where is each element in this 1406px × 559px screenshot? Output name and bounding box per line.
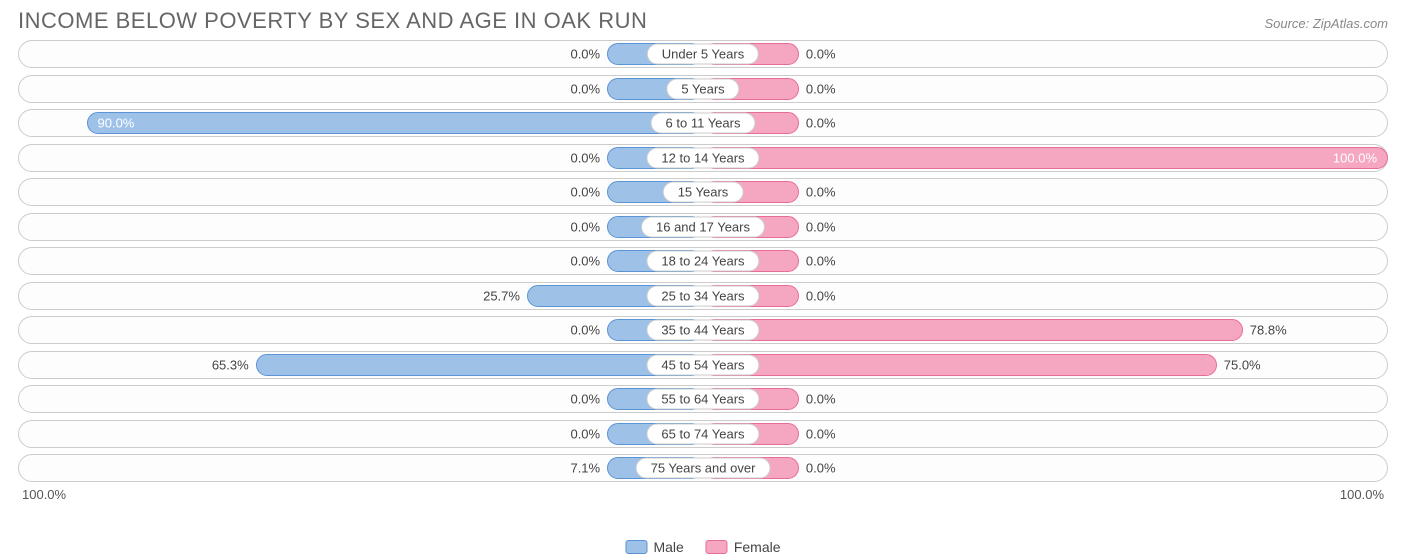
category-label: 35 to 44 Years <box>646 320 759 341</box>
chart-row: 65 to 74 Years 0.0% 0.0% <box>18 420 1388 448</box>
male-value-label: 0.0% <box>570 426 600 441</box>
female-value-label: 75.0% <box>1224 357 1261 372</box>
category-label: 75 Years and over <box>636 458 771 479</box>
category-label: 18 to 24 Years <box>646 251 759 272</box>
legend-female-label: Female <box>734 539 781 555</box>
male-value-label: 0.0% <box>570 219 600 234</box>
chart-row: 15 Years 0.0% 0.0% <box>18 178 1388 206</box>
female-bar <box>703 147 1388 169</box>
category-label: 12 to 14 Years <box>646 147 759 168</box>
male-value-label: 65.3% <box>212 357 249 372</box>
chart-row: 45 to 54 Years 65.3% 75.0% <box>18 351 1388 379</box>
female-value-label: 0.0% <box>806 392 836 407</box>
female-value-label: 78.8% <box>1250 323 1287 338</box>
chart-source: Source: ZipAtlas.com <box>1264 16 1388 31</box>
male-value-label: 0.0% <box>570 323 600 338</box>
male-value-label: 25.7% <box>483 288 520 303</box>
category-label: 45 to 54 Years <box>646 354 759 375</box>
category-label: 5 Years <box>666 78 739 99</box>
chart-row: 35 to 44 Years 0.0% 78.8% <box>18 316 1388 344</box>
male-bar <box>87 112 704 134</box>
legend-male-swatch <box>625 540 647 554</box>
legend-male: Male <box>625 539 683 555</box>
female-value-label: 0.0% <box>806 288 836 303</box>
female-value-label: 0.0% <box>806 461 836 476</box>
chart-row: 12 to 14 Years 0.0% 100.0% <box>18 144 1388 172</box>
axis-row: 100.0% 100.0% <box>0 487 1406 502</box>
chart-header: INCOME BELOW POVERTY BY SEX AND AGE IN O… <box>0 0 1406 38</box>
female-value-label: 0.0% <box>806 47 836 62</box>
legend-male-label: Male <box>653 539 683 555</box>
female-value-label: 0.0% <box>806 426 836 441</box>
chart-area: Under 5 Years0.0%0.0%5 Years0.0%0.0%6 to… <box>0 38 1406 482</box>
category-label: 16 and 17 Years <box>641 216 765 237</box>
female-value-label: 0.0% <box>806 219 836 234</box>
chart-title: INCOME BELOW POVERTY BY SEX AND AGE IN O… <box>18 8 647 34</box>
male-value-label: 0.0% <box>570 185 600 200</box>
female-bar <box>703 319 1243 341</box>
female-value-label: 0.0% <box>806 116 836 131</box>
legend-female-swatch <box>706 540 728 554</box>
chart-row: 6 to 11 Years 90.0% 0.0% <box>18 109 1388 137</box>
male-value-label: 0.0% <box>570 254 600 269</box>
female-value-label: 0.0% <box>806 185 836 200</box>
axis-left-label: 100.0% <box>22 487 66 502</box>
chart-row: 25 to 34 Years 25.7% 0.0% <box>18 282 1388 310</box>
legend-female: Female <box>706 539 781 555</box>
axis-right-label: 100.0% <box>1340 487 1384 502</box>
chart-row: 55 to 64 Years 0.0% 0.0% <box>18 385 1388 413</box>
chart-row: 16 and 17 Years 0.0% 0.0% <box>18 213 1388 241</box>
female-bar <box>703 354 1217 376</box>
chart-row: 5 Years 0.0% 0.0% <box>18 75 1388 103</box>
female-value-label: 0.0% <box>806 81 836 96</box>
male-value-label: 0.0% <box>570 392 600 407</box>
category-label: 55 to 64 Years <box>646 389 759 410</box>
chart-legend: Male Female <box>625 539 780 555</box>
male-bar <box>256 354 703 376</box>
male-value-label: 0.0% <box>570 81 600 96</box>
category-label: 25 to 34 Years <box>646 285 759 306</box>
category-label: Under 5 Years <box>647 44 759 65</box>
male-value-label: 90.0% <box>98 116 135 131</box>
category-label: 15 Years <box>663 182 744 203</box>
male-value-label: 7.1% <box>570 461 600 476</box>
chart-row: 75 Years and over 7.1% 0.0% <box>18 454 1388 482</box>
chart-row: 18 to 24 Years 0.0% 0.0% <box>18 247 1388 275</box>
category-label: 6 to 11 Years <box>651 113 756 134</box>
category-label: 65 to 74 Years <box>646 423 759 444</box>
male-value-label: 0.0% <box>570 150 600 165</box>
male-value-label: 0.0% <box>570 47 600 62</box>
chart-row: Under 5 Years 0.0% 0.0% <box>18 40 1388 68</box>
female-value-label: 100.0% <box>1333 150 1377 165</box>
female-value-label: 0.0% <box>806 254 836 269</box>
